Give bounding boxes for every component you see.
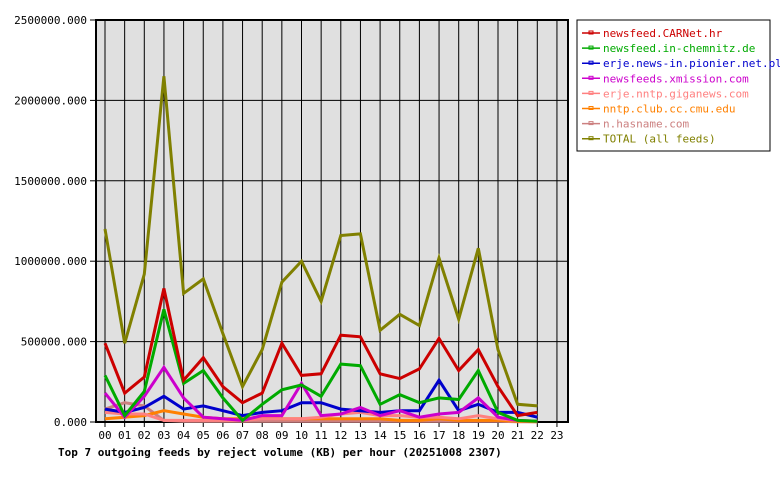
y-tick-label: 500000.000 bbox=[21, 336, 87, 349]
legend-item: newsfeed.in-chemnitz.de bbox=[582, 42, 755, 55]
x-tick-label: 17 bbox=[432, 429, 445, 442]
chart-title: Top 7 outgoing feeds by reject volume (K… bbox=[58, 446, 502, 459]
x-tick-label: 00 bbox=[98, 429, 111, 442]
grid-lines bbox=[96, 19, 568, 423]
x-axis: 00 01 02 03 04 05 06 07 08 09 10 11 12 13 14 15 16 17 18 19… bbox=[98, 422, 564, 442]
legend-label: newsfeed.in-chemnitz.de bbox=[603, 42, 755, 55]
legend-item: erje.nntp.giganews.com bbox=[582, 87, 749, 100]
legend-label: nntp.club.cc.cmu.edu bbox=[603, 103, 735, 116]
x-tick-label: 19 bbox=[472, 429, 485, 442]
x-tick-label: 13 bbox=[354, 429, 367, 442]
x-tick-label: 08 bbox=[256, 429, 269, 442]
x-tick-label: 05 bbox=[197, 429, 210, 442]
series-line bbox=[103, 309, 538, 423]
legend-box bbox=[576, 19, 771, 152]
x-tick-label: 23 bbox=[550, 429, 563, 442]
legend-label: TOTAL (all feeds) bbox=[603, 133, 716, 146]
series-lines bbox=[103, 76, 538, 424]
y-tick-label: 1500000.000 bbox=[14, 175, 87, 188]
series-line bbox=[104, 409, 538, 424]
y-tick-label: 1000000.000 bbox=[14, 255, 87, 268]
x-tick-label: 01 bbox=[118, 429, 131, 442]
legend: newsfeed.CARNet.hr newsfeed.in-chemnitz.d… bbox=[576, 19, 780, 152]
legend-item: TOTAL (all feeds) bbox=[582, 133, 716, 146]
plot-area bbox=[95, 19, 569, 423]
series-line bbox=[104, 410, 538, 423]
x-tick-label: 14 bbox=[373, 429, 387, 442]
y-tick-label: 2500000.000 bbox=[14, 14, 87, 27]
x-tick-label: 22 bbox=[531, 429, 544, 442]
x-tick-label: 02 bbox=[138, 429, 151, 442]
x-tick-label: 16 bbox=[413, 429, 426, 442]
x-tick-label: 06 bbox=[216, 429, 229, 442]
x-tick-label: 11 bbox=[315, 429, 328, 442]
legend-item: newsfeed.CARNet.hr bbox=[582, 27, 723, 40]
legend-item: newsfeeds.xmission.com bbox=[582, 72, 749, 85]
y-axis: 0.000 500000.000 1000000.000 1500000.000 200… bbox=[14, 14, 96, 429]
legend-item: erje.news-in.pionier.net.pl bbox=[582, 57, 780, 70]
x-tick-label: 20 bbox=[491, 429, 504, 442]
x-tick-label: 04 bbox=[177, 429, 191, 442]
x-tick-label: 10 bbox=[295, 429, 308, 442]
legend-label: newsfeeds.xmission.com bbox=[603, 72, 749, 85]
y-tick-label: 0.000 bbox=[54, 416, 87, 429]
series-line bbox=[103, 364, 538, 423]
legend-item: nntp.club.cc.cmu.edu bbox=[582, 103, 735, 116]
x-tick-label: 12 bbox=[334, 429, 347, 442]
x-tick-label: 09 bbox=[275, 429, 288, 442]
x-tick-label: 03 bbox=[157, 429, 170, 442]
legend-label: newsfeed.CARNet.hr bbox=[603, 27, 723, 40]
series-line bbox=[103, 288, 538, 418]
legend-item: n.hasname.com bbox=[582, 118, 689, 131]
x-tick-label: 15 bbox=[393, 429, 406, 442]
legend-label: erje.nntp.giganews.com bbox=[603, 87, 749, 100]
legend-label: erje.news-in.pionier.net.pl bbox=[603, 57, 780, 70]
x-tick-label: 07 bbox=[236, 429, 249, 442]
series-line bbox=[103, 76, 538, 408]
legend-label: n.hasname.com bbox=[603, 118, 689, 131]
x-tick-label: 21 bbox=[511, 429, 524, 442]
x-tick-label: 18 bbox=[452, 429, 465, 442]
y-tick-label: 2000000.000 bbox=[14, 94, 87, 107]
